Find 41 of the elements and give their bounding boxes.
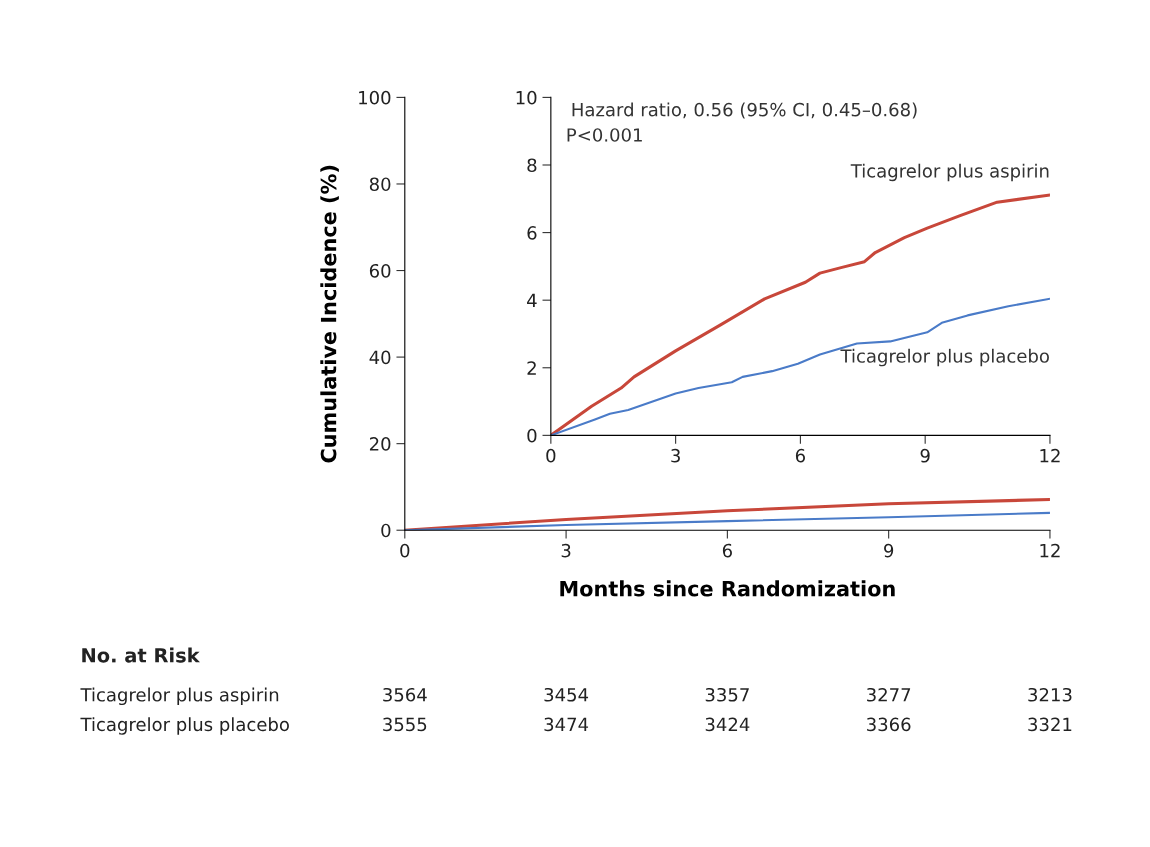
x-tick-label: 3 [561, 543, 571, 558]
x-tick-label: 0 [400, 543, 410, 558]
y-tick-label: 60 [369, 263, 391, 278]
text: 3213 [1028, 687, 1072, 702]
text: 3366 [867, 717, 911, 732]
y-axis-title: Cumulative Incidence (%) [320, 165, 339, 463]
y-tick-label: 2 [527, 361, 536, 375]
y-tick-label: 10 [516, 90, 537, 105]
x-tick-label: 6 [795, 448, 806, 463]
x-tick-label: 6 [722, 543, 732, 558]
x-tick-label: 12 [1040, 543, 1060, 558]
x-tick-label: 0 [546, 448, 556, 463]
text: 3357 [705, 687, 749, 702]
annotation: Hazard ratio, 0.56 (95% CI, 0.45–0.68) [572, 102, 917, 119]
x-tick-label: 9 [920, 448, 930, 463]
annotation: P<0.001 [567, 128, 642, 142]
y-tick-label: 100 [359, 90, 391, 105]
text: 3424 [705, 717, 750, 732]
series-label: Ticagrelor plus aspirin [850, 163, 1049, 182]
text: 3474 [544, 717, 589, 732]
text: Ticagrelor plus aspirin [80, 687, 279, 706]
x-tick-label: 3 [671, 448, 680, 463]
text: Ticagrelor plus placebo [80, 717, 289, 735]
text: No. at Risk [82, 647, 200, 663]
y-tick-label: 6 [527, 226, 537, 240]
x-tick-label: 9 [884, 543, 894, 558]
text: 3454 [544, 687, 589, 702]
series-label: Ticagrelor plus placebo [840, 348, 1049, 367]
text: 3564 [383, 687, 427, 702]
y-tick-label: 0 [381, 523, 391, 538]
y-tick-label: 0 [527, 428, 537, 443]
x-axis-title: Months since Randomization [560, 580, 895, 597]
text: 3321 [1028, 717, 1072, 732]
y-tick-label: 8 [527, 158, 537, 173]
text: 3277 [867, 687, 911, 702]
y-tick-label: 4 [527, 293, 537, 308]
x-tick-label: 12 [1040, 448, 1060, 463]
y-tick-label: 20 [369, 437, 391, 451]
y-tick-label: 80 [369, 177, 391, 192]
y-tick-label: 40 [369, 350, 391, 365]
text: 3555 [383, 717, 427, 732]
